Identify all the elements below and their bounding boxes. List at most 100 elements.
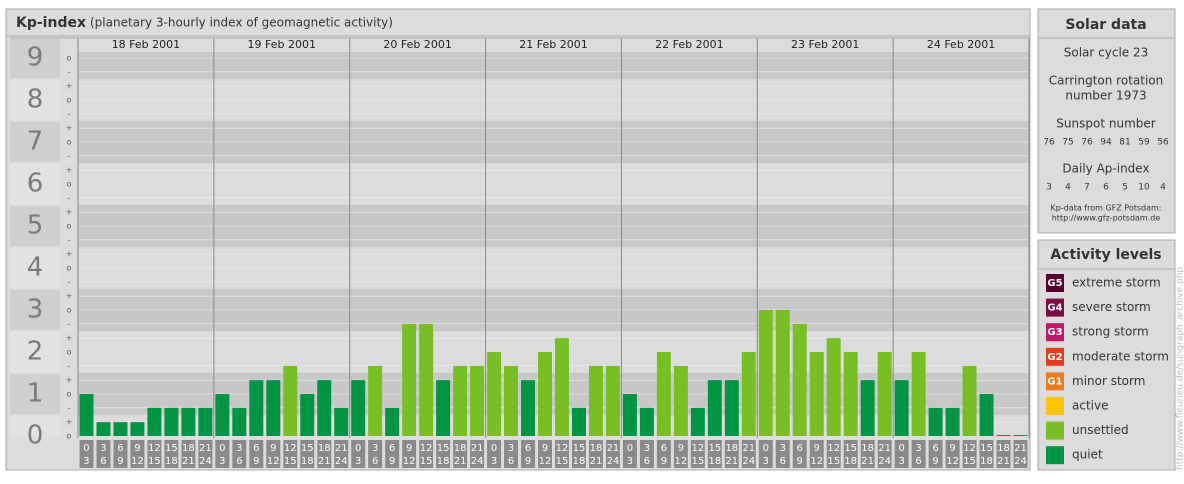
hour-to: 6 <box>644 456 650 467</box>
y-tick-label: 6 <box>27 169 44 199</box>
kp-bar <box>436 380 450 436</box>
y-minor-label: o <box>67 432 72 441</box>
hour-to: 24 <box>607 456 620 467</box>
hour-to: 3 <box>898 456 904 467</box>
hour-to: 6 <box>508 456 514 467</box>
kp-bar <box>181 408 195 436</box>
kp-bar <box>504 366 518 436</box>
y-minor-label: + <box>66 376 73 385</box>
legend-label: unsettled <box>1072 423 1129 437</box>
legend-label: quiet <box>1072 448 1103 462</box>
sunspot-value: 75 <box>1062 138 1073 148</box>
hour-from: 18 <box>182 443 195 454</box>
hour-from: 15 <box>437 443 450 454</box>
kp-bar <box>844 352 858 436</box>
hour-to: 12 <box>539 456 552 467</box>
kp-bar <box>130 422 144 436</box>
hour-from: 21 <box>471 443 484 454</box>
kp-bar <box>80 394 94 436</box>
kp-bar <box>708 380 722 436</box>
sunspot-value: 76 <box>1043 138 1055 148</box>
kp-bar <box>827 338 841 436</box>
day-label: 20 Feb 2001 <box>383 38 451 51</box>
y-minor-label: + <box>66 334 73 343</box>
hour-to: 15 <box>963 456 976 467</box>
sunspot-value: 81 <box>1119 138 1130 148</box>
y-minor-label: o <box>67 54 72 63</box>
hour-from: 12 <box>148 443 161 454</box>
hour-to: 21 <box>318 456 331 467</box>
y-minor-label: - <box>68 67 71 76</box>
hour-to: 18 <box>708 456 721 467</box>
hour-to: 12 <box>403 456 416 467</box>
y-tick-label: 5 <box>27 211 44 241</box>
y-minor-label: - <box>68 151 71 160</box>
hour-from: 6 <box>932 443 938 454</box>
y-minor-label: + <box>66 124 73 133</box>
kp-bar <box>606 366 620 436</box>
y-minor-label: + <box>66 418 73 427</box>
hour-to: 12 <box>267 456 280 467</box>
hour-from: 12 <box>556 443 569 454</box>
kp-bar <box>895 380 909 436</box>
kp-bar <box>487 352 501 436</box>
hour-to: 24 <box>471 456 484 467</box>
kp-bar <box>249 380 263 436</box>
solar-title: Solar data <box>1065 17 1146 33</box>
legend-badge: G3 <box>1047 327 1062 338</box>
hour-from: 18 <box>590 443 603 454</box>
source: Kp-data from GFZ Potsdam: <box>1051 204 1162 213</box>
day-label: 18 Feb 2001 <box>112 38 180 51</box>
hour-from: 3 <box>644 443 650 454</box>
kp-bar <box>589 366 603 436</box>
y-minor-label: - <box>68 361 71 370</box>
hour-from: 6 <box>525 443 531 454</box>
hour-to: 3 <box>83 456 89 467</box>
y-minor-label: - <box>68 403 71 412</box>
day-label: 19 Feb 2001 <box>248 38 316 51</box>
legend-label: severe storm <box>1072 300 1151 314</box>
kp-bar <box>147 408 161 436</box>
y-tick-label: 1 <box>27 379 44 409</box>
hour-to: 6 <box>372 456 378 467</box>
hour-from: 21 <box>199 443 212 454</box>
hour-from: 21 <box>335 443 348 454</box>
hour-to: 15 <box>556 456 569 467</box>
hour-from: 15 <box>165 443 178 454</box>
hour-from: 9 <box>949 443 955 454</box>
legend-swatch <box>1046 422 1064 440</box>
hour-from: 12 <box>963 443 976 454</box>
hour-from: 3 <box>508 443 514 454</box>
hour-to: 3 <box>627 456 633 467</box>
hour-to: 18 <box>844 456 857 467</box>
kp-bar <box>810 352 824 436</box>
ap-title: Daily Ap-index <box>1062 162 1149 176</box>
y-minor-label: - <box>68 319 71 328</box>
hour-to: 3 <box>219 456 225 467</box>
y-minor-label: - <box>68 277 71 286</box>
hour-to: 12 <box>674 456 687 467</box>
hour-from: 21 <box>607 443 620 454</box>
solar-cycle: Solar cycle 23 <box>1064 46 1149 60</box>
kp-bar <box>657 352 671 436</box>
kp-bar <box>470 366 484 436</box>
hour-to: 18 <box>301 456 314 467</box>
y-tick-label: 2 <box>27 337 44 367</box>
kp-bar <box>725 380 739 436</box>
kp-bar <box>521 380 535 436</box>
legend-title: Activity levels <box>1050 247 1161 263</box>
y-tick-label: 4 <box>27 253 44 283</box>
hour-to: 24 <box>335 456 348 467</box>
legend-label: strong storm <box>1072 325 1149 339</box>
hour-from: 0 <box>898 443 904 454</box>
hour-from: 3 <box>915 443 921 454</box>
y-tick-label: 7 <box>27 127 44 157</box>
hour-from: 21 <box>1014 443 1027 454</box>
hour-from: 15 <box>980 443 993 454</box>
hour-to: 9 <box>525 456 531 467</box>
hour-to: 24 <box>878 456 891 467</box>
kp-bar <box>997 435 1011 436</box>
y-tick-label: 8 <box>27 85 44 115</box>
ap-value: 5 <box>1122 183 1128 193</box>
y-minor-label: o <box>67 180 72 189</box>
